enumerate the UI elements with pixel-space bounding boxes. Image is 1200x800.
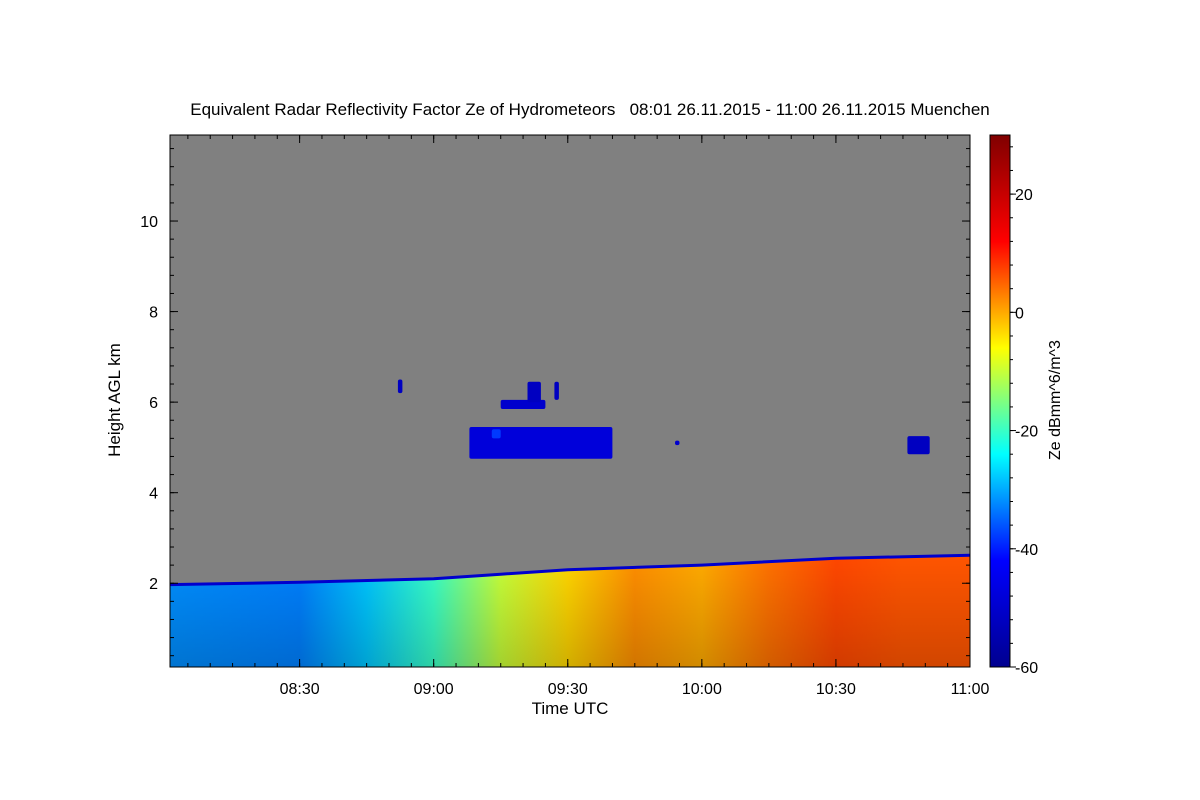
x-tick-label: 10:00 bbox=[682, 681, 722, 698]
y-axis: 2 4 6 8 10 bbox=[140, 148, 970, 657]
colorbar-tick-label: -20 bbox=[1015, 424, 1038, 441]
y-tick-label: 10 bbox=[140, 214, 158, 231]
cloud-echo bbox=[469, 427, 613, 459]
x-tick-label: 09:30 bbox=[548, 681, 588, 698]
cloud-echo bbox=[491, 429, 501, 439]
x-tick-label: 11:00 bbox=[951, 681, 990, 698]
colorbar-tick-label: 0 bbox=[1015, 305, 1024, 322]
cloud-echo bbox=[397, 379, 403, 394]
y-tick-label: 2 bbox=[149, 576, 158, 593]
x-axis-label: Time UTC bbox=[532, 699, 609, 718]
x-tick-label: 09:00 bbox=[414, 681, 454, 698]
y-tick-label: 6 bbox=[149, 395, 158, 412]
colorbar-label: Ze dBmm^6/m^3 bbox=[1047, 340, 1064, 460]
y-tick-label: 8 bbox=[149, 305, 158, 322]
colorbar-tick-label: -40 bbox=[1015, 542, 1038, 559]
colorbar bbox=[989, 134, 1011, 668]
y-tick-label: 4 bbox=[149, 486, 158, 503]
chart-title: Equivalent Radar Reflectivity Factor Ze … bbox=[190, 100, 989, 119]
cloud-echo bbox=[527, 381, 541, 403]
cloud-echo bbox=[907, 436, 930, 455]
colorbar-axis: -60 -40 -20 0 20 bbox=[1010, 146, 1038, 677]
plot-frame bbox=[169, 134, 971, 668]
cloud-echo bbox=[554, 381, 559, 400]
y-axis-label: Height AGL km bbox=[105, 343, 124, 457]
echo-layer bbox=[170, 379, 970, 667]
colorbar-tick-label: -60 bbox=[1015, 660, 1038, 677]
colorbar-tick-label: 20 bbox=[1015, 187, 1033, 204]
x-axis: 08:30 09:00 09:30 10:00 10:30 11:00 bbox=[187, 135, 990, 698]
x-tick-label: 10:30 bbox=[816, 681, 856, 698]
x-tick-label: 08:30 bbox=[280, 681, 320, 698]
boundary-layer-shading bbox=[170, 555, 970, 667]
cloud-echo bbox=[675, 440, 680, 446]
echo-top-edge bbox=[170, 553, 970, 587]
